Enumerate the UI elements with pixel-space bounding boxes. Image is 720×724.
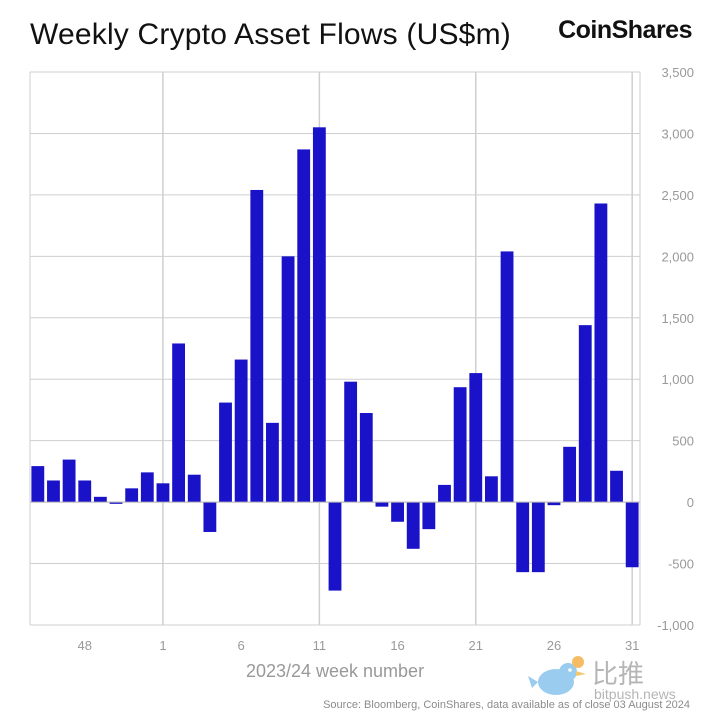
bar — [203, 502, 217, 532]
bar — [156, 483, 170, 503]
bar — [234, 359, 248, 503]
bar — [297, 149, 311, 503]
x-axis-ticks: 48 1 6 11 16 21 26 31 — [78, 638, 640, 653]
x-tick-label: 26 — [547, 638, 561, 653]
bar — [172, 343, 186, 503]
watermark-en: bitpush.news — [594, 686, 676, 702]
x-tick-label: 11 — [313, 638, 327, 653]
bar — [531, 502, 545, 573]
bar — [62, 459, 76, 503]
bar — [438, 484, 451, 503]
bar — [344, 381, 358, 503]
bar — [93, 496, 107, 503]
bar — [266, 422, 279, 503]
bar — [250, 189, 264, 503]
y-tick-label: 3,000 — [661, 126, 694, 141]
x-tick-label: 21 — [469, 638, 483, 653]
bird-logo-icon — [528, 656, 586, 695]
chart-title: Weekly Crypto Asset Flows (US$m) — [30, 18, 511, 51]
x-tick-label: 16 — [390, 638, 404, 653]
bar — [484, 476, 498, 503]
source-note: Source: Bloomberg, CoinShares, data avai… — [323, 699, 690, 711]
y-tick-label: 0 — [687, 495, 694, 510]
y-tick-label: 1,500 — [661, 311, 694, 326]
bar — [219, 402, 232, 503]
bar — [610, 470, 623, 503]
y-tick-label: 3,500 — [661, 65, 694, 80]
bar — [469, 373, 483, 503]
bar — [594, 203, 608, 503]
x-tick-label: 6 — [238, 638, 245, 653]
bar — [31, 466, 45, 503]
y-tick-label: 500 — [672, 434, 694, 449]
coinshares-logo: CoinShares — [558, 16, 692, 44]
bar — [500, 251, 514, 503]
bar — [453, 387, 467, 503]
bar — [47, 480, 60, 503]
bar — [391, 502, 404, 522]
bar — [187, 474, 201, 503]
bar — [281, 256, 295, 503]
x-tick-label: 1 — [159, 638, 166, 653]
bar — [422, 502, 436, 530]
bar — [625, 502, 639, 568]
y-tick-label: 2,500 — [661, 188, 694, 203]
bar — [312, 127, 326, 503]
bar — [140, 472, 154, 503]
y-tick-label: 2,000 — [661, 249, 694, 264]
bar — [375, 502, 389, 507]
y-tick-label: 1,000 — [661, 372, 694, 387]
y-axis-ticks: 3,500 3,000 2,500 2,000 1,500 1,000 500 0 -500 -1… — [657, 65, 694, 633]
bar — [109, 502, 123, 504]
bar — [547, 502, 561, 506]
bar — [563, 446, 577, 503]
y-tick-label: -1,000 — [657, 618, 694, 633]
bar — [125, 488, 139, 503]
bar — [406, 502, 420, 549]
bar — [78, 480, 92, 503]
watermark-cn: 比推 — [592, 659, 645, 689]
bar — [359, 413, 373, 503]
x-tick-label: 31 — [625, 638, 639, 653]
y-tick-label: -500 — [668, 557, 694, 572]
bar — [578, 325, 592, 503]
bars — [30, 127, 640, 591]
bar — [328, 502, 342, 591]
bar — [516, 502, 530, 573]
x-tick-label: 48 — [78, 638, 92, 653]
x-axis-label: 2023/24 week number — [246, 661, 424, 681]
